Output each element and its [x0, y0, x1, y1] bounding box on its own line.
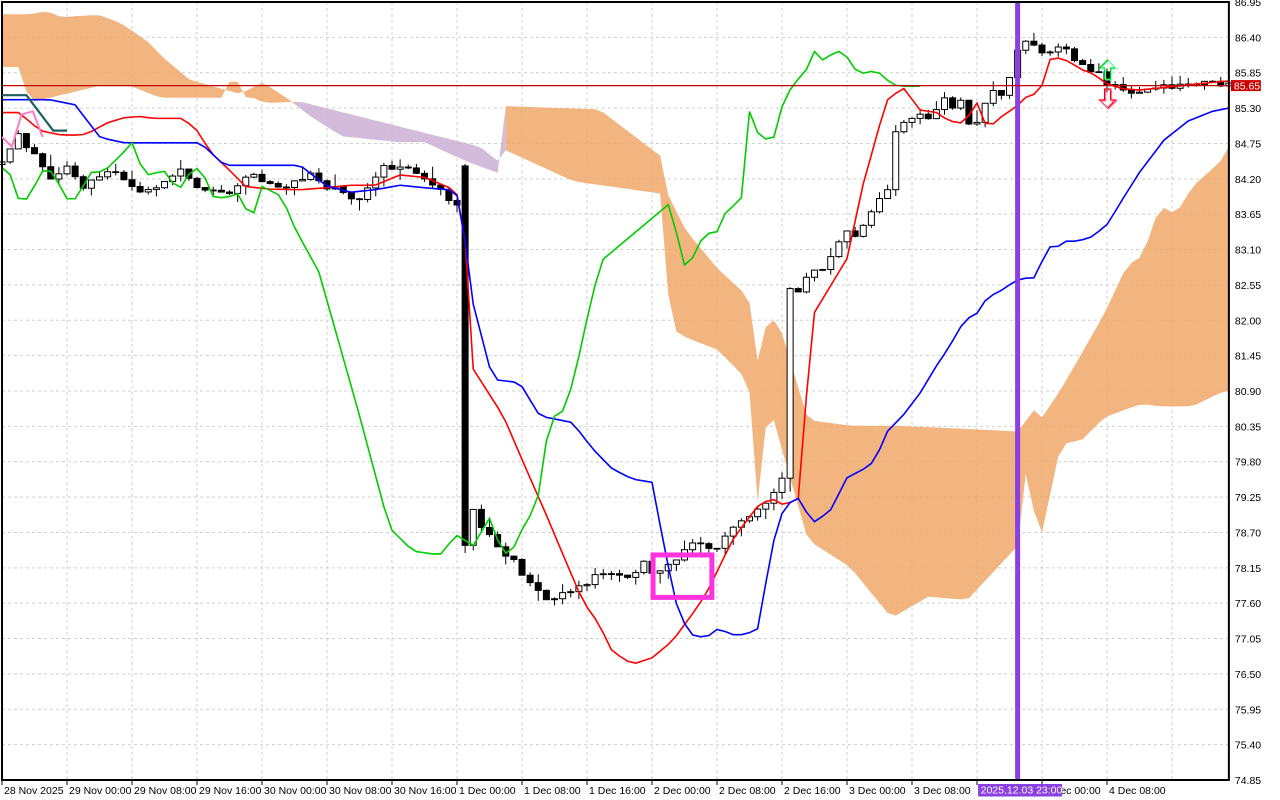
svg-text:83.10: 83.10	[1235, 245, 1261, 257]
svg-text:3 Dec 00:00: 3 Dec 00:00	[849, 785, 906, 797]
svg-text:1 Dec 08:00: 1 Dec 08:00	[524, 785, 581, 797]
svg-text:80.35: 80.35	[1235, 421, 1261, 433]
svg-text:2 Dec 00:00: 2 Dec 00:00	[654, 785, 711, 797]
svg-text:80.90: 80.90	[1235, 386, 1261, 398]
svg-text:79.25: 79.25	[1235, 492, 1261, 504]
svg-text:30 Nov 08:00: 30 Nov 08:00	[329, 785, 392, 797]
svg-text:76.50: 76.50	[1235, 669, 1261, 681]
svg-text:29 Nov 16:00: 29 Nov 16:00	[199, 785, 262, 797]
svg-text:85.85: 85.85	[1235, 68, 1261, 80]
svg-text:81.45: 81.45	[1235, 351, 1261, 363]
svg-text:2 Dec 16:00: 2 Dec 16:00	[784, 785, 841, 797]
svg-text:30 Nov 16:00: 30 Nov 16:00	[394, 785, 457, 797]
svg-text:78.15: 78.15	[1235, 563, 1261, 575]
svg-text:30 Nov 00:00: 30 Nov 00:00	[264, 785, 327, 797]
svg-text:28 Nov 2025: 28 Nov 2025	[4, 785, 64, 797]
svg-text:2 Dec 08:00: 2 Dec 08:00	[719, 785, 776, 797]
svg-text:78.70: 78.70	[1235, 527, 1261, 539]
svg-text:1 Dec 00:00: 1 Dec 00:00	[459, 785, 516, 797]
svg-text:79.80: 79.80	[1235, 457, 1261, 469]
svg-text:1 Dec 16:00: 1 Dec 16:00	[589, 785, 646, 797]
svg-text:77.60: 77.60	[1235, 598, 1261, 610]
svg-text:83.65: 83.65	[1235, 209, 1261, 221]
svg-text:82.55: 82.55	[1235, 280, 1261, 292]
svg-text:74.85: 74.85	[1235, 775, 1261, 787]
svg-text:82.00: 82.00	[1235, 315, 1261, 327]
svg-text:86.95: 86.95	[1235, 0, 1261, 9]
svg-text:29 Nov 08:00: 29 Nov 08:00	[134, 785, 197, 797]
svg-text:75.40: 75.40	[1235, 740, 1261, 752]
svg-text:2025.12.03 23:00: 2025.12.03 23:00	[981, 785, 1063, 797]
svg-text:3 Dec 08:00: 3 Dec 08:00	[914, 785, 971, 797]
svg-text:75.95: 75.95	[1235, 704, 1261, 716]
svg-text:4 Dec 08:00: 4 Dec 08:00	[1109, 785, 1166, 797]
svg-text:85.30: 85.30	[1235, 103, 1261, 115]
svg-text:29 Nov 00:00: 29 Nov 00:00	[69, 785, 132, 797]
svg-text:77.05: 77.05	[1235, 634, 1261, 646]
svg-text:85.65: 85.65	[1234, 80, 1260, 92]
svg-text:84.75: 84.75	[1235, 138, 1261, 150]
svg-text:86.40: 86.40	[1235, 32, 1261, 44]
svg-text:84.20: 84.20	[1235, 174, 1261, 186]
